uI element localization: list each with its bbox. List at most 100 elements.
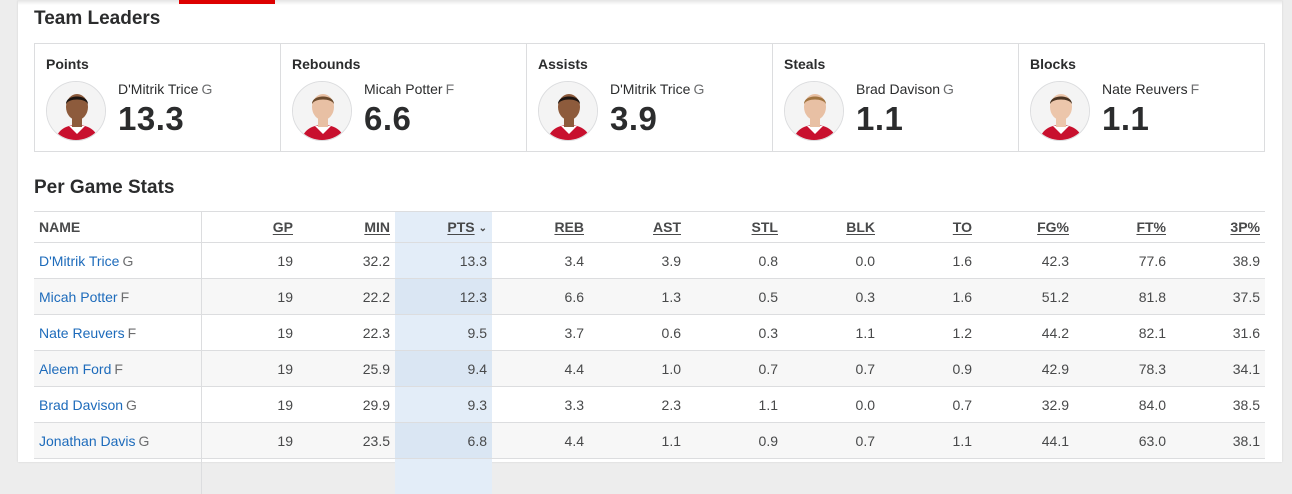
column-header-label[interactable]: MIN bbox=[364, 219, 390, 235]
stat-cell-3p-pct: 31.6 bbox=[1171, 315, 1265, 351]
partial-cell bbox=[589, 459, 686, 494]
stat-cell-gp: 19 bbox=[201, 243, 298, 279]
leader-category: Rebounds bbox=[292, 56, 360, 72]
stat-cell-reb: 3.3 bbox=[492, 387, 589, 423]
stat-cell-ast: 2.3 bbox=[589, 387, 686, 423]
stat-cell-blk: 0.0 bbox=[783, 387, 880, 423]
column-header-ast[interactable]: AST bbox=[589, 212, 686, 243]
column-header-ft-pct[interactable]: FT% bbox=[1074, 212, 1171, 243]
player-link[interactable]: D'Mitrik Trice bbox=[39, 253, 119, 269]
stat-cell-gp: 19 bbox=[201, 387, 298, 423]
player-headshot[interactable] bbox=[784, 81, 844, 141]
stat-cell-to: 1.6 bbox=[880, 243, 977, 279]
leader-player-name-text[interactable]: D'Mitrik Trice bbox=[610, 81, 690, 97]
leader-player-name-text[interactable]: Brad Davison bbox=[856, 81, 940, 97]
player-link[interactable]: Aleem Ford bbox=[39, 361, 111, 377]
leader-player-name-text[interactable]: D'Mitrik Trice bbox=[118, 81, 198, 97]
chevron-down-icon[interactable]: ⌄ bbox=[479, 223, 487, 234]
leader-player-name-text[interactable]: Nate Reuvers bbox=[1102, 81, 1188, 97]
leader-player-position: F bbox=[446, 81, 455, 97]
column-header-fg-pct[interactable]: FG% bbox=[977, 212, 1074, 243]
leader-category: Blocks bbox=[1030, 56, 1076, 72]
player-position: G bbox=[122, 253, 133, 269]
column-header-reb[interactable]: REB bbox=[492, 212, 589, 243]
team-leaders-title: Team Leaders bbox=[34, 8, 160, 30]
player-headshot[interactable] bbox=[292, 81, 352, 141]
leader-category: Points bbox=[46, 56, 89, 72]
partial-cell bbox=[201, 459, 298, 494]
column-header-to[interactable]: TO bbox=[880, 212, 977, 243]
column-header-gp[interactable]: GP bbox=[201, 212, 298, 243]
stat-cell-ft-pct: 77.6 bbox=[1074, 243, 1171, 279]
stat-cell-ft-pct: 78.3 bbox=[1074, 351, 1171, 387]
column-header-blk[interactable]: BLK bbox=[783, 212, 880, 243]
column-header-label[interactable]: TO bbox=[953, 219, 972, 235]
stat-cell-to: 1.2 bbox=[880, 315, 977, 351]
per-game-stats-table: NAME GP MIN PTS ⌄ REB AST STL BLK TO FG% FT% 3P% D'M… bbox=[34, 211, 1265, 494]
partial-cell bbox=[1074, 459, 1171, 494]
stat-cell-min: 32.2 bbox=[298, 243, 395, 279]
player-headshot[interactable] bbox=[538, 81, 598, 141]
stat-cell-pts: 12.3 bbox=[395, 279, 492, 315]
stat-cell-3p-pct: 37.5 bbox=[1171, 279, 1265, 315]
player-headshot[interactable] bbox=[46, 81, 106, 141]
player-position: F bbox=[121, 289, 130, 305]
stat-cell-stl: 0.8 bbox=[686, 243, 783, 279]
column-header-label[interactable]: FT% bbox=[1136, 219, 1166, 235]
leader-player-name-text[interactable]: Micah Potter bbox=[364, 81, 443, 97]
stat-cell-min: 25.9 bbox=[298, 351, 395, 387]
partial-cell bbox=[686, 459, 783, 494]
column-header-3p-pct[interactable]: 3P% bbox=[1171, 212, 1265, 243]
column-header-pts[interactable]: PTS ⌄ bbox=[395, 212, 492, 243]
column-header-label[interactable]: 3P% bbox=[1230, 219, 1260, 235]
stat-cell-ast: 1.0 bbox=[589, 351, 686, 387]
player-link[interactable]: Brad Davison bbox=[39, 397, 123, 413]
player-link[interactable]: Nate Reuvers bbox=[39, 325, 125, 341]
column-header-min[interactable]: MIN bbox=[298, 212, 395, 243]
column-header-label[interactable]: PTS bbox=[447, 219, 474, 235]
player-position: F bbox=[114, 361, 123, 377]
player-position: G bbox=[126, 397, 137, 413]
stat-cell-gp: 19 bbox=[201, 279, 298, 315]
stat-cell-3p-pct: 34.1 bbox=[1171, 351, 1265, 387]
column-header-stl[interactable]: STL bbox=[686, 212, 783, 243]
column-header-label[interactable]: AST bbox=[653, 219, 681, 235]
leader-player-position: G bbox=[201, 81, 212, 97]
player-link[interactable]: Jonathan Davis bbox=[39, 433, 136, 449]
stat-cell-min: 22.2 bbox=[298, 279, 395, 315]
stat-cell-3p-pct: 38.9 bbox=[1171, 243, 1265, 279]
partial-cell bbox=[977, 459, 1074, 494]
player-headshot[interactable] bbox=[1030, 81, 1090, 141]
column-header-label[interactable]: FG% bbox=[1037, 219, 1069, 235]
column-header-name: NAME bbox=[34, 212, 201, 243]
player-link[interactable]: Micah Potter bbox=[39, 289, 118, 305]
stat-cell-pts: 6.8 bbox=[395, 423, 492, 459]
column-header-label[interactable]: REB bbox=[554, 219, 584, 235]
leader-stat-value: 1.1 bbox=[1102, 100, 1149, 138]
column-header-label[interactable]: BLK bbox=[846, 219, 875, 235]
stat-cell-stl: 0.3 bbox=[686, 315, 783, 351]
stat-cell-ft-pct: 82.1 bbox=[1074, 315, 1171, 351]
column-header-label[interactable]: STL bbox=[752, 219, 778, 235]
stat-cell-fg-pct: 44.2 bbox=[977, 315, 1074, 351]
stat-cell-to: 1.6 bbox=[880, 279, 977, 315]
column-header-label[interactable]: GP bbox=[273, 219, 293, 235]
